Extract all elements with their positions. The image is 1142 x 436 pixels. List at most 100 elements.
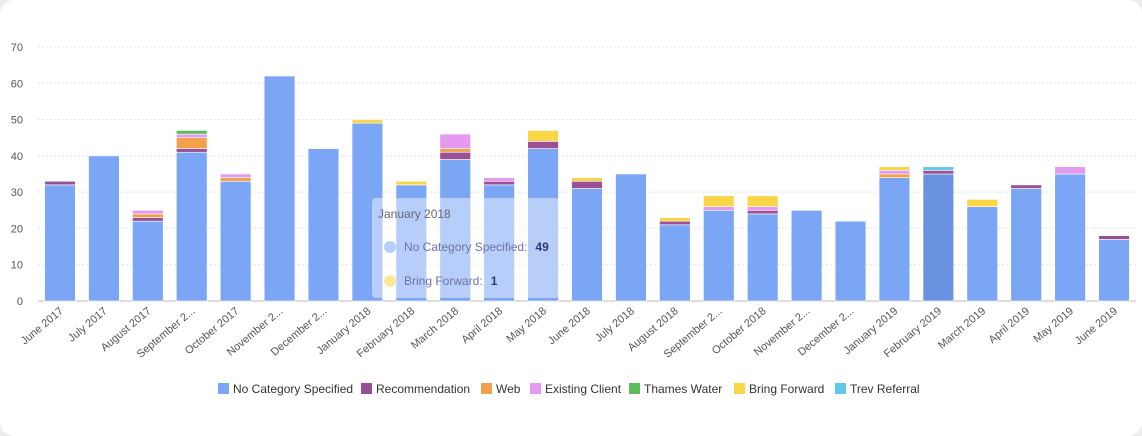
legend-label: Thames Water: [644, 382, 722, 396]
bar-segment[interactable]: [659, 224, 691, 302]
bar-segment[interactable]: [790, 209, 823, 302]
bar-segment[interactable]: [703, 195, 735, 207]
bar-segment[interactable]: [922, 173, 955, 302]
bar-segment[interactable]: [307, 148, 340, 302]
legend-swatch: [734, 383, 745, 394]
bar-segment[interactable]: [219, 180, 252, 302]
bar-segment[interactable]: [527, 148, 559, 302]
bar-segment[interactable]: [878, 177, 911, 302]
legend-label: Web: [496, 382, 521, 396]
bar-segment[interactable]: [571, 188, 603, 302]
legend-label: Existing Client: [545, 382, 622, 396]
bar-segment[interactable]: [703, 206, 735, 211]
bar-segment[interactable]: [878, 166, 911, 171]
bar-segment[interactable]: [439, 159, 471, 302]
bar-segment[interactable]: [263, 75, 296, 302]
bar-segment[interactable]: [747, 195, 779, 207]
legend-swatch: [481, 383, 492, 394]
x-tick-label: June 2018: [546, 305, 593, 347]
bar-segment[interactable]: [132, 217, 164, 222]
legend-item[interactable]: Trev Referral: [835, 382, 920, 396]
bar-segment[interactable]: [351, 119, 384, 124]
y-tick-label: 40: [11, 151, 23, 163]
bar-segment[interactable]: [659, 220, 691, 226]
x-tick-label: May 2018: [504, 305, 549, 345]
legend-label: Recommendation: [376, 382, 470, 396]
bar-segment[interactable]: [44, 184, 76, 302]
bar-segment[interactable]: [44, 180, 76, 186]
y-tick-label: 0: [17, 296, 23, 308]
legend-item[interactable]: No Category Specified: [218, 382, 353, 396]
bar-segment[interactable]: [527, 141, 559, 149]
bar-segment[interactable]: [747, 209, 779, 215]
bar-segment[interactable]: [176, 133, 208, 139]
y-tick-label: 70: [11, 42, 23, 54]
bar-segment[interactable]: [1098, 235, 1130, 240]
x-tick-label: March 2019: [936, 305, 988, 352]
x-tick-label: July 2017: [66, 305, 110, 344]
bar-segment[interactable]: [132, 213, 164, 218]
legend-item[interactable]: Existing Client: [530, 382, 622, 396]
bar-segment[interactable]: [1054, 173, 1086, 302]
bar-segment[interactable]: [176, 148, 208, 153]
bar-segment[interactable]: [571, 180, 603, 189]
x-tick-label: April 2019: [986, 305, 1032, 346]
bar-segment[interactable]: [132, 220, 164, 302]
y-tick-label: 20: [11, 223, 23, 235]
bar-segment[interactable]: [703, 209, 735, 302]
x-tick-label: June 2017: [19, 305, 66, 347]
bar-segment[interactable]: [132, 209, 164, 215]
bar-segment[interactable]: [395, 184, 427, 302]
legend-swatch: [361, 383, 372, 394]
bar-segment[interactable]: [219, 173, 252, 178]
legend: No Category Specified Recommendation Web Ex…: [218, 382, 920, 396]
bar-segment[interactable]: [88, 155, 120, 302]
bar-segment[interactable]: [351, 122, 384, 302]
x-tick-label: July 2018: [593, 305, 637, 344]
bar-segment[interactable]: [834, 220, 867, 302]
bar-segment[interactable]: [176, 130, 208, 135]
bar-segment[interactable]: [747, 213, 779, 302]
bar-segment[interactable]: [439, 151, 471, 160]
bar-segment[interactable]: [219, 177, 252, 182]
y-tick-label: 10: [11, 260, 23, 272]
legend-item[interactable]: Web: [481, 382, 521, 396]
y-tick-label: 50: [11, 115, 23, 127]
bar-segment[interactable]: [483, 177, 515, 182]
y-axis: 0 10 20 30 40 50 60 70: [11, 42, 23, 308]
bar-segment[interactable]: [571, 177, 603, 182]
x-tick-label: May 2019: [1031, 305, 1076, 345]
legend-item[interactable]: Recommendation: [361, 382, 470, 396]
bar-segment[interactable]: [966, 206, 998, 302]
bar-segment[interactable]: [659, 217, 691, 222]
bar-segment[interactable]: [439, 133, 471, 149]
bar-segment[interactable]: [1010, 184, 1042, 189]
bar-segment[interactable]: [878, 173, 911, 178]
legend-label: Trev Referral: [850, 382, 920, 396]
bar-segment[interactable]: [439, 148, 471, 153]
y-tick-label: 30: [11, 187, 23, 199]
bar-segment[interactable]: [1098, 239, 1130, 302]
bar-segment[interactable]: [483, 184, 515, 302]
legend-item[interactable]: Bring Forward: [734, 382, 824, 396]
bars: [44, 75, 1130, 302]
x-tick-label: April 2018: [459, 305, 505, 346]
bar-segment[interactable]: [615, 173, 647, 302]
bar-segment[interactable]: [1054, 166, 1086, 175]
bar-segment[interactable]: [176, 151, 208, 302]
legend-label: Bring Forward: [749, 382, 824, 396]
bar-segment[interactable]: [483, 180, 515, 186]
bar-segment[interactable]: [395, 180, 427, 186]
bar-segment[interactable]: [527, 130, 559, 142]
bar-segment[interactable]: [1010, 188, 1042, 302]
bar-segment[interactable]: [747, 206, 779, 211]
bar-segment[interactable]: [922, 170, 955, 175]
bar-segment[interactable]: [878, 170, 911, 175]
legend-swatch: [629, 383, 640, 394]
bar-segment[interactable]: [922, 166, 955, 171]
bar-segment[interactable]: [176, 137, 208, 149]
legend-item[interactable]: Thames Water: [629, 382, 722, 396]
bar-segment[interactable]: [966, 199, 998, 207]
